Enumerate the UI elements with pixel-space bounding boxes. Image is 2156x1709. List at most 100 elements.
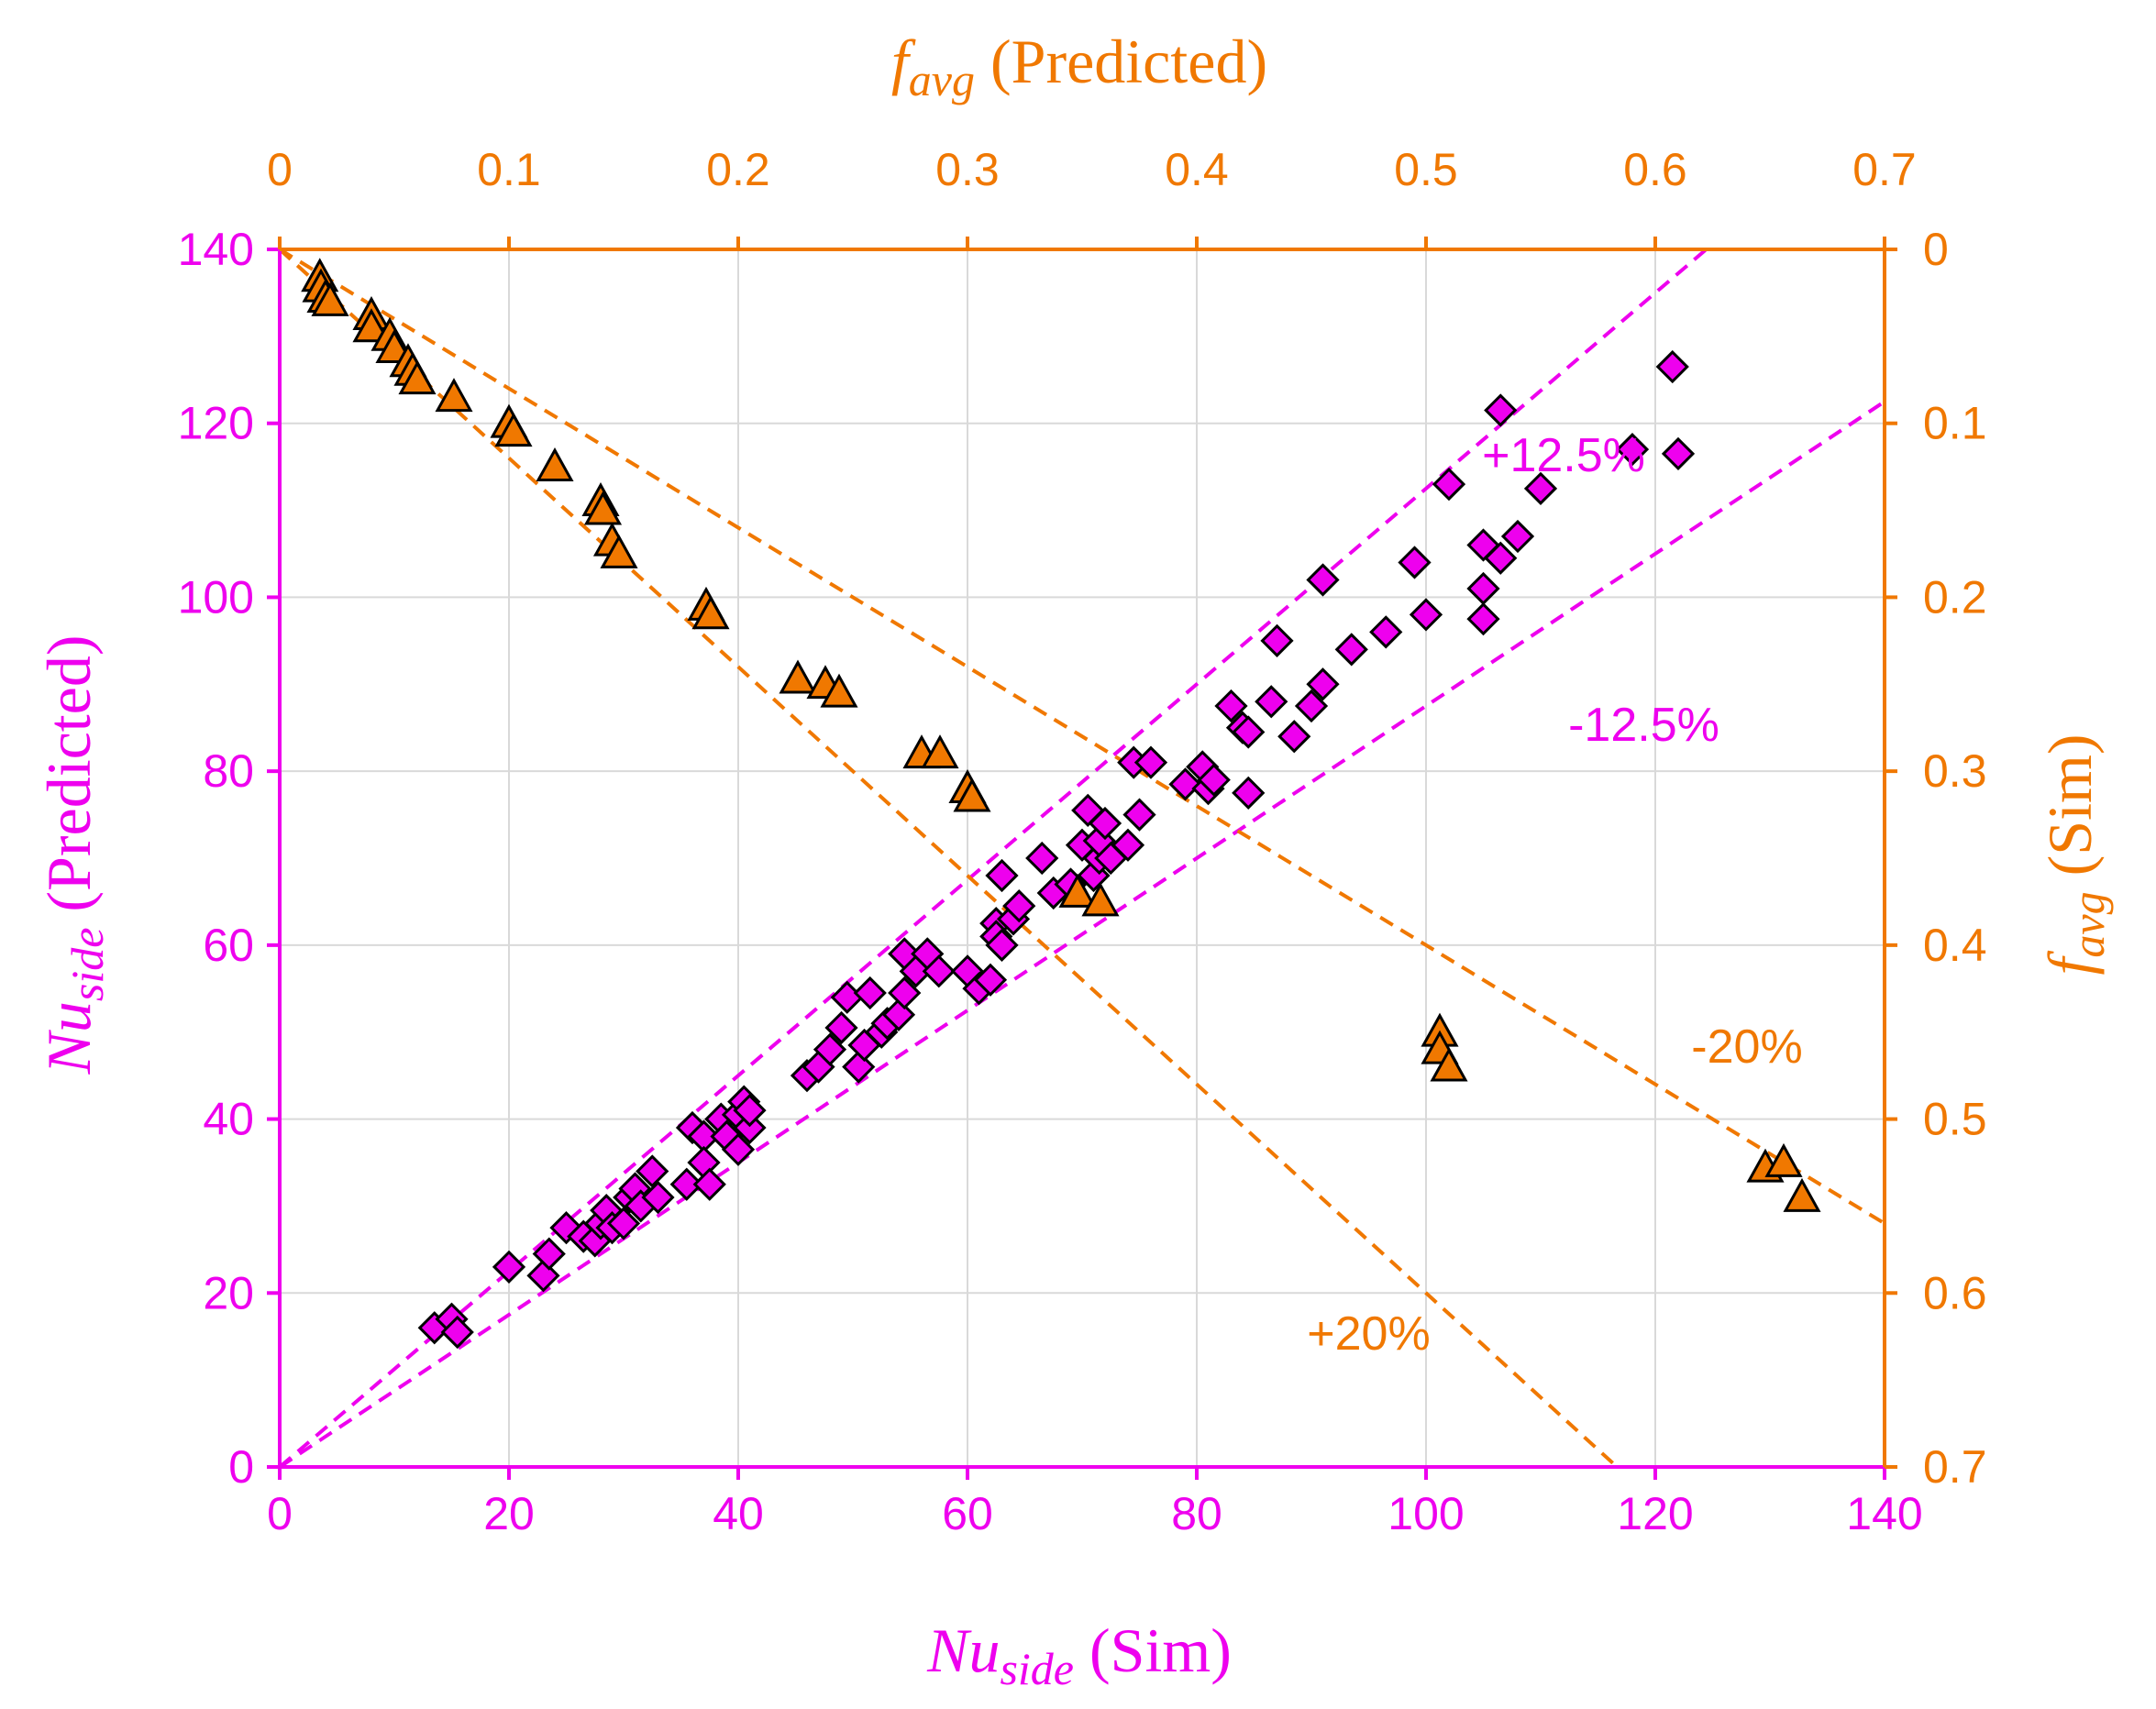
y-right-tick-label: 0.7 bbox=[1923, 1441, 1987, 1493]
data-point-diamond bbox=[733, 1093, 767, 1128]
y-left-tick-label: 60 bbox=[203, 920, 254, 971]
data-point-diamond bbox=[606, 1207, 641, 1240]
x-top-tick-label: 0.7 bbox=[1852, 144, 1917, 195]
data-point-diamond bbox=[440, 1315, 474, 1350]
data-point-diamond bbox=[1025, 841, 1059, 876]
data-point-diamond bbox=[1409, 598, 1443, 632]
data-point-diamond bbox=[813, 1032, 847, 1066]
annotation-label: +20% bbox=[1307, 1307, 1430, 1361]
data-point-diamond bbox=[1122, 798, 1156, 832]
x-bottom-tick-label: 80 bbox=[1171, 1488, 1222, 1539]
y-right-tick-label: 0.1 bbox=[1923, 398, 1987, 449]
data-point-triangle bbox=[435, 378, 473, 413]
data-point-triangle bbox=[1764, 1142, 1803, 1177]
data-point-triangle bbox=[311, 281, 349, 316]
data-point-diamond bbox=[1432, 467, 1466, 502]
data-point-diamond bbox=[1523, 471, 1558, 505]
x-bottom-tick-label: 20 bbox=[483, 1488, 535, 1539]
data-point-diamond bbox=[532, 1237, 566, 1271]
y-axis-left-title: Nuside (Predicted) bbox=[34, 635, 113, 1075]
x-bottom-tick-label: 100 bbox=[1388, 1488, 1464, 1539]
y-left-tick-label: 140 bbox=[178, 224, 254, 275]
y-left-tick-label: 40 bbox=[203, 1094, 254, 1145]
data-point-diamond bbox=[1334, 633, 1368, 667]
data-point-diamond bbox=[641, 1180, 675, 1215]
x-top-tick-label: 0.5 bbox=[1394, 144, 1458, 195]
reference-line-minus20pct bbox=[280, 249, 1885, 1226]
annotation-label: -12.5% bbox=[1568, 699, 1719, 752]
data-point-diamond bbox=[636, 1154, 669, 1188]
data-point-diamond bbox=[1214, 689, 1248, 723]
diamond-series bbox=[417, 349, 1696, 1350]
data-point-diamond bbox=[1277, 720, 1311, 754]
data-point-diamond bbox=[1133, 745, 1168, 779]
data-point-diamond bbox=[1168, 767, 1202, 801]
data-point-diamond bbox=[853, 976, 887, 1010]
data-point-diamond bbox=[492, 1250, 526, 1284]
y-right-tick-label: 0.6 bbox=[1923, 1267, 1987, 1318]
data-point-triangle bbox=[536, 447, 574, 482]
x-top-tick-label: 0 bbox=[267, 144, 293, 195]
axes bbox=[267, 237, 1897, 1480]
x-bottom-tick-label: 0 bbox=[267, 1488, 293, 1539]
data-point-triangle bbox=[583, 491, 623, 525]
data-point-triangle bbox=[1430, 1047, 1468, 1082]
annotations: +12.5% -12.5% +20% -20% bbox=[1307, 429, 1802, 1361]
data-point-diamond bbox=[985, 858, 1019, 893]
reference-line-plus20pct bbox=[280, 249, 1620, 1467]
reference-line-plus12_5pct bbox=[280, 249, 1709, 1467]
data-point-diamond bbox=[1260, 623, 1294, 657]
data-point-diamond bbox=[1232, 715, 1266, 749]
data-point-diamond bbox=[973, 963, 1008, 997]
x-bottom-tick-label: 40 bbox=[713, 1488, 764, 1539]
annotation-label: -20% bbox=[1691, 1020, 1802, 1074]
data-point-diamond bbox=[1294, 689, 1329, 723]
data-point-diamond bbox=[1369, 615, 1403, 649]
data-point-diamond bbox=[1655, 349, 1689, 384]
data-point-diamond bbox=[1002, 889, 1036, 923]
x-axis-top-title: favg (Predicted) bbox=[891, 27, 1267, 105]
data-point-diamond bbox=[1484, 541, 1518, 575]
data-point-triangle bbox=[1058, 873, 1097, 908]
data-point-diamond bbox=[1466, 602, 1500, 636]
data-point-triangle bbox=[691, 595, 730, 630]
x-axis-bottom-title: Nuside (Sim) bbox=[926, 1615, 1232, 1694]
data-point-diamond bbox=[692, 1167, 726, 1201]
tick-labels: 0 20 40 60 80 100 120 140 0 20 40 60 80 100 120 140 0 0.1… bbox=[178, 144, 1987, 1539]
data-point-diamond bbox=[1197, 763, 1231, 797]
data-point-diamond bbox=[669, 1167, 703, 1201]
data-point-diamond bbox=[1398, 546, 1432, 579]
y-left-tick-label: 0 bbox=[228, 1441, 254, 1493]
x-top-tick-label: 0.1 bbox=[477, 144, 541, 195]
data-point-triangle bbox=[1783, 1177, 1821, 1212]
data-point-triangle bbox=[494, 413, 533, 447]
y-left-tick-label: 100 bbox=[178, 571, 254, 623]
data-point-triangle bbox=[779, 659, 817, 694]
x-top-tick-label: 0.3 bbox=[935, 144, 1000, 195]
data-point-triangle bbox=[921, 734, 959, 769]
y-right-tick-label: 0.5 bbox=[1923, 1094, 1987, 1145]
data-point-diamond bbox=[721, 1132, 756, 1166]
data-point-triangle bbox=[600, 534, 638, 568]
data-point-diamond bbox=[824, 1010, 858, 1045]
data-point-diamond bbox=[1615, 433, 1650, 467]
data-point-diamond bbox=[1255, 685, 1288, 719]
data-point-diamond bbox=[733, 1110, 767, 1145]
data-point-diamond bbox=[1500, 519, 1535, 554]
data-point-diamond bbox=[1232, 776, 1266, 810]
x-bottom-tick-label: 60 bbox=[942, 1488, 993, 1539]
data-point-diamond bbox=[922, 954, 956, 988]
data-point-diamond bbox=[1111, 828, 1145, 862]
data-point-diamond bbox=[1484, 393, 1518, 427]
data-point-diamond bbox=[985, 928, 1019, 962]
data-point-diamond bbox=[1661, 436, 1696, 471]
x-top-tick-label: 0.6 bbox=[1623, 144, 1687, 195]
y-right-tick-label: 0 bbox=[1923, 224, 1949, 275]
data-point-diamond bbox=[1306, 667, 1340, 701]
data-point-triangle bbox=[1081, 882, 1120, 917]
y-right-tick-label: 0.3 bbox=[1923, 745, 1987, 797]
data-point-triangle bbox=[398, 360, 437, 395]
y-left-tick-label: 20 bbox=[203, 1267, 254, 1318]
data-point-diamond bbox=[1306, 563, 1340, 597]
